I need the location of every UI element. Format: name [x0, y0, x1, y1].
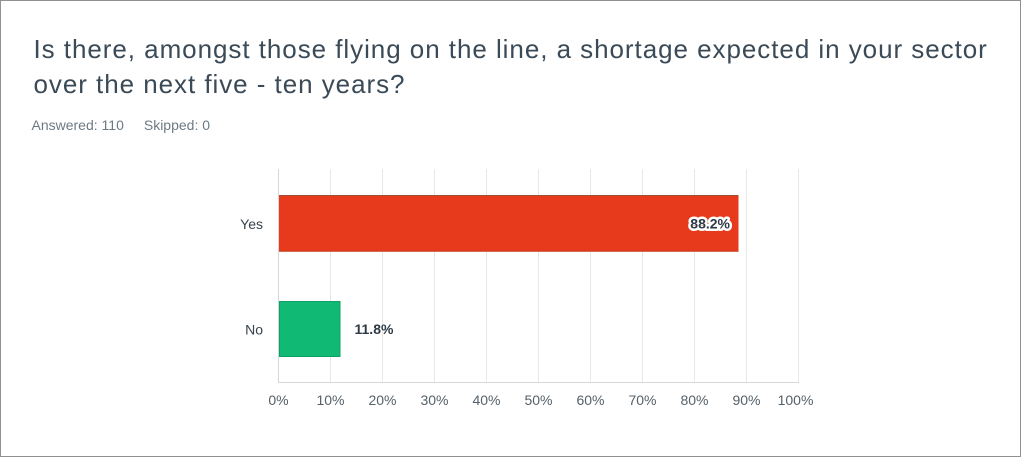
svg-text:88.2%: 88.2%	[690, 216, 730, 232]
svg-text:100%: 100%	[778, 392, 814, 408]
svg-text:No: No	[245, 322, 263, 338]
svg-text:70%: 70%	[628, 392, 656, 408]
svg-text:80%: 80%	[680, 392, 708, 408]
svg-text:10%: 10%	[316, 392, 344, 408]
svg-text:90%: 90%	[732, 392, 760, 408]
svg-text:60%: 60%	[576, 392, 604, 408]
svg-text:30%: 30%	[420, 392, 448, 408]
svg-text:Yes: Yes	[240, 216, 263, 232]
svg-text:40%: 40%	[472, 392, 500, 408]
svg-text:50%: 50%	[524, 392, 552, 408]
svg-text:0%: 0%	[268, 392, 288, 408]
svg-text:20%: 20%	[368, 392, 396, 408]
svg-text:11.8%: 11.8%	[355, 321, 394, 337]
